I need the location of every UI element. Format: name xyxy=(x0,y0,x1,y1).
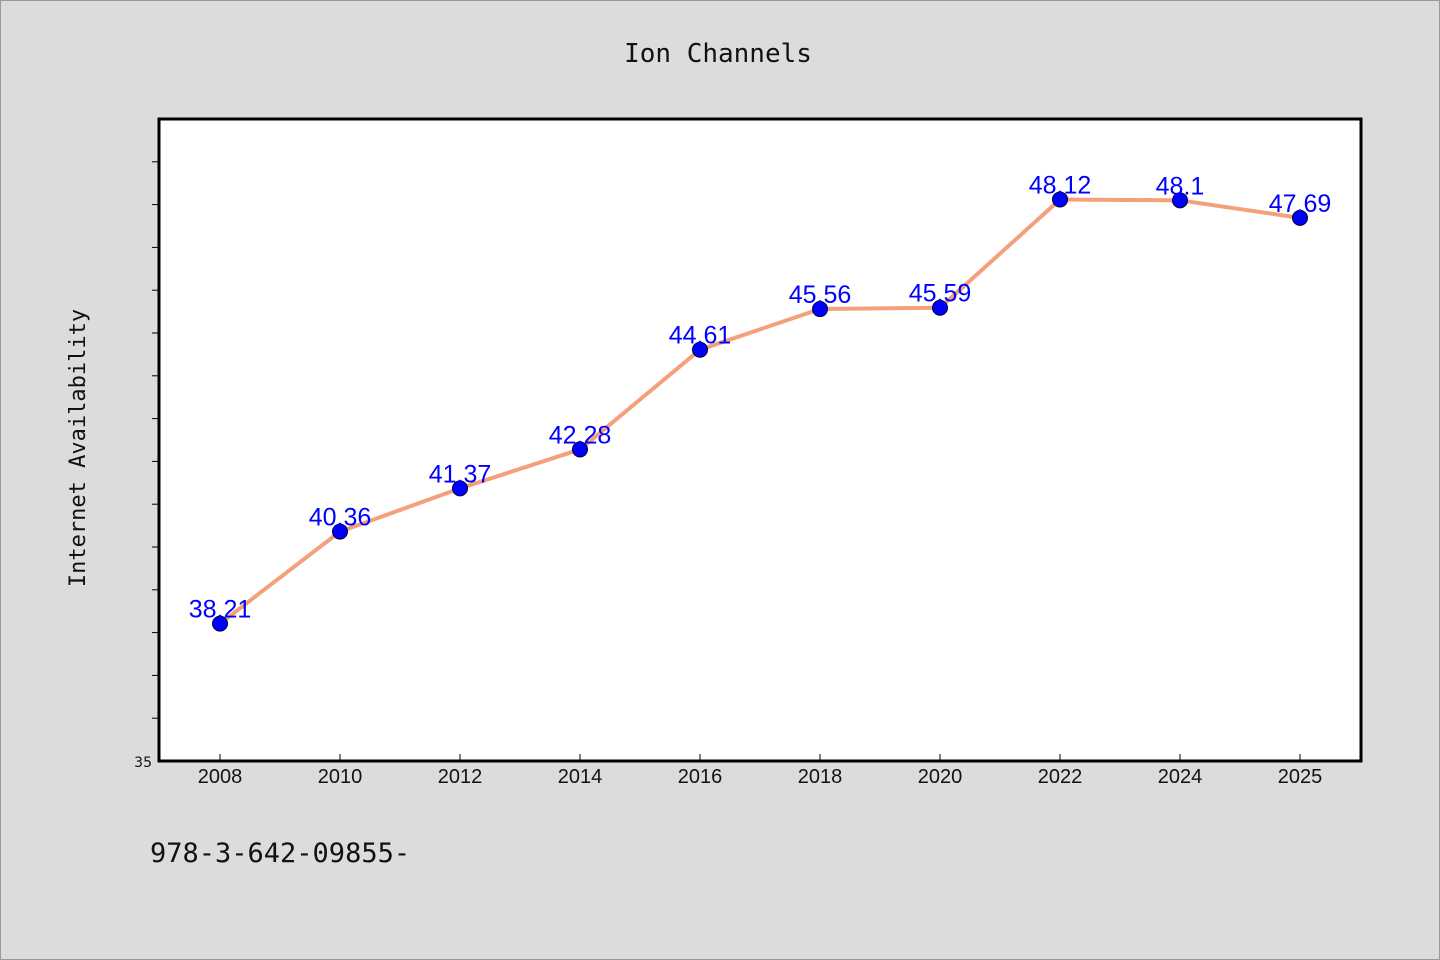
y-axis-label: Internet Availability xyxy=(66,309,91,587)
data-label: 47.69 xyxy=(1269,190,1332,218)
data-label: 48.12 xyxy=(1029,171,1092,199)
plot-area xyxy=(157,117,1363,763)
data-point-marker xyxy=(1292,209,1308,226)
x-tick-label: 2025 xyxy=(1278,766,1323,788)
y-axis-ticks: 35 xyxy=(134,161,159,771)
x-tick-label: 2008 xyxy=(198,766,243,788)
data-label: 42.28 xyxy=(549,421,612,449)
data-point-marker xyxy=(572,441,588,458)
data-label: 40.36 xyxy=(309,504,372,532)
chart-title: Ion Channels xyxy=(624,39,812,69)
x-tick-label: 2022 xyxy=(1038,766,1083,788)
x-axis-ticks: 2008 2010 2012 2014 2016 2018 2020 2022 2024 2025 xyxy=(198,754,1323,788)
data-point-marker xyxy=(1172,192,1188,209)
data-point-marker xyxy=(932,299,948,316)
data-label: 45.56 xyxy=(789,281,852,309)
data-label: 48.1 xyxy=(1156,172,1205,200)
x-tick-label: 2010 xyxy=(318,766,363,788)
series-line xyxy=(218,197,1301,626)
data-label: 44.61 xyxy=(669,322,732,350)
data-label: 41.37 xyxy=(429,460,492,488)
data-labels: 38.21 40.36 41.37 42.28 44.61 45.56 45.59 48.12… xyxy=(189,171,1332,623)
data-label: 38.21 xyxy=(189,596,252,624)
x-tick-label: 2016 xyxy=(678,766,723,788)
data-point-marker xyxy=(692,341,708,358)
x-tick-label: 2014 xyxy=(558,766,603,788)
data-point-marker xyxy=(452,480,468,497)
data-point-marker xyxy=(212,615,228,632)
data-label: 45.59 xyxy=(909,280,972,308)
data-markers xyxy=(212,191,1308,632)
footer-isbn-text: 978-3-642-09855- xyxy=(150,838,410,869)
x-tick-label: 2024 xyxy=(1158,766,1203,788)
x-tick-label: 2018 xyxy=(798,766,843,788)
data-point-marker xyxy=(332,523,348,540)
y-tick-label: 35 xyxy=(134,755,152,771)
data-point-marker xyxy=(1052,191,1068,208)
x-tick-label: 2012 xyxy=(438,766,483,788)
data-point-marker xyxy=(812,301,828,318)
x-tick-label: 2020 xyxy=(918,766,963,788)
